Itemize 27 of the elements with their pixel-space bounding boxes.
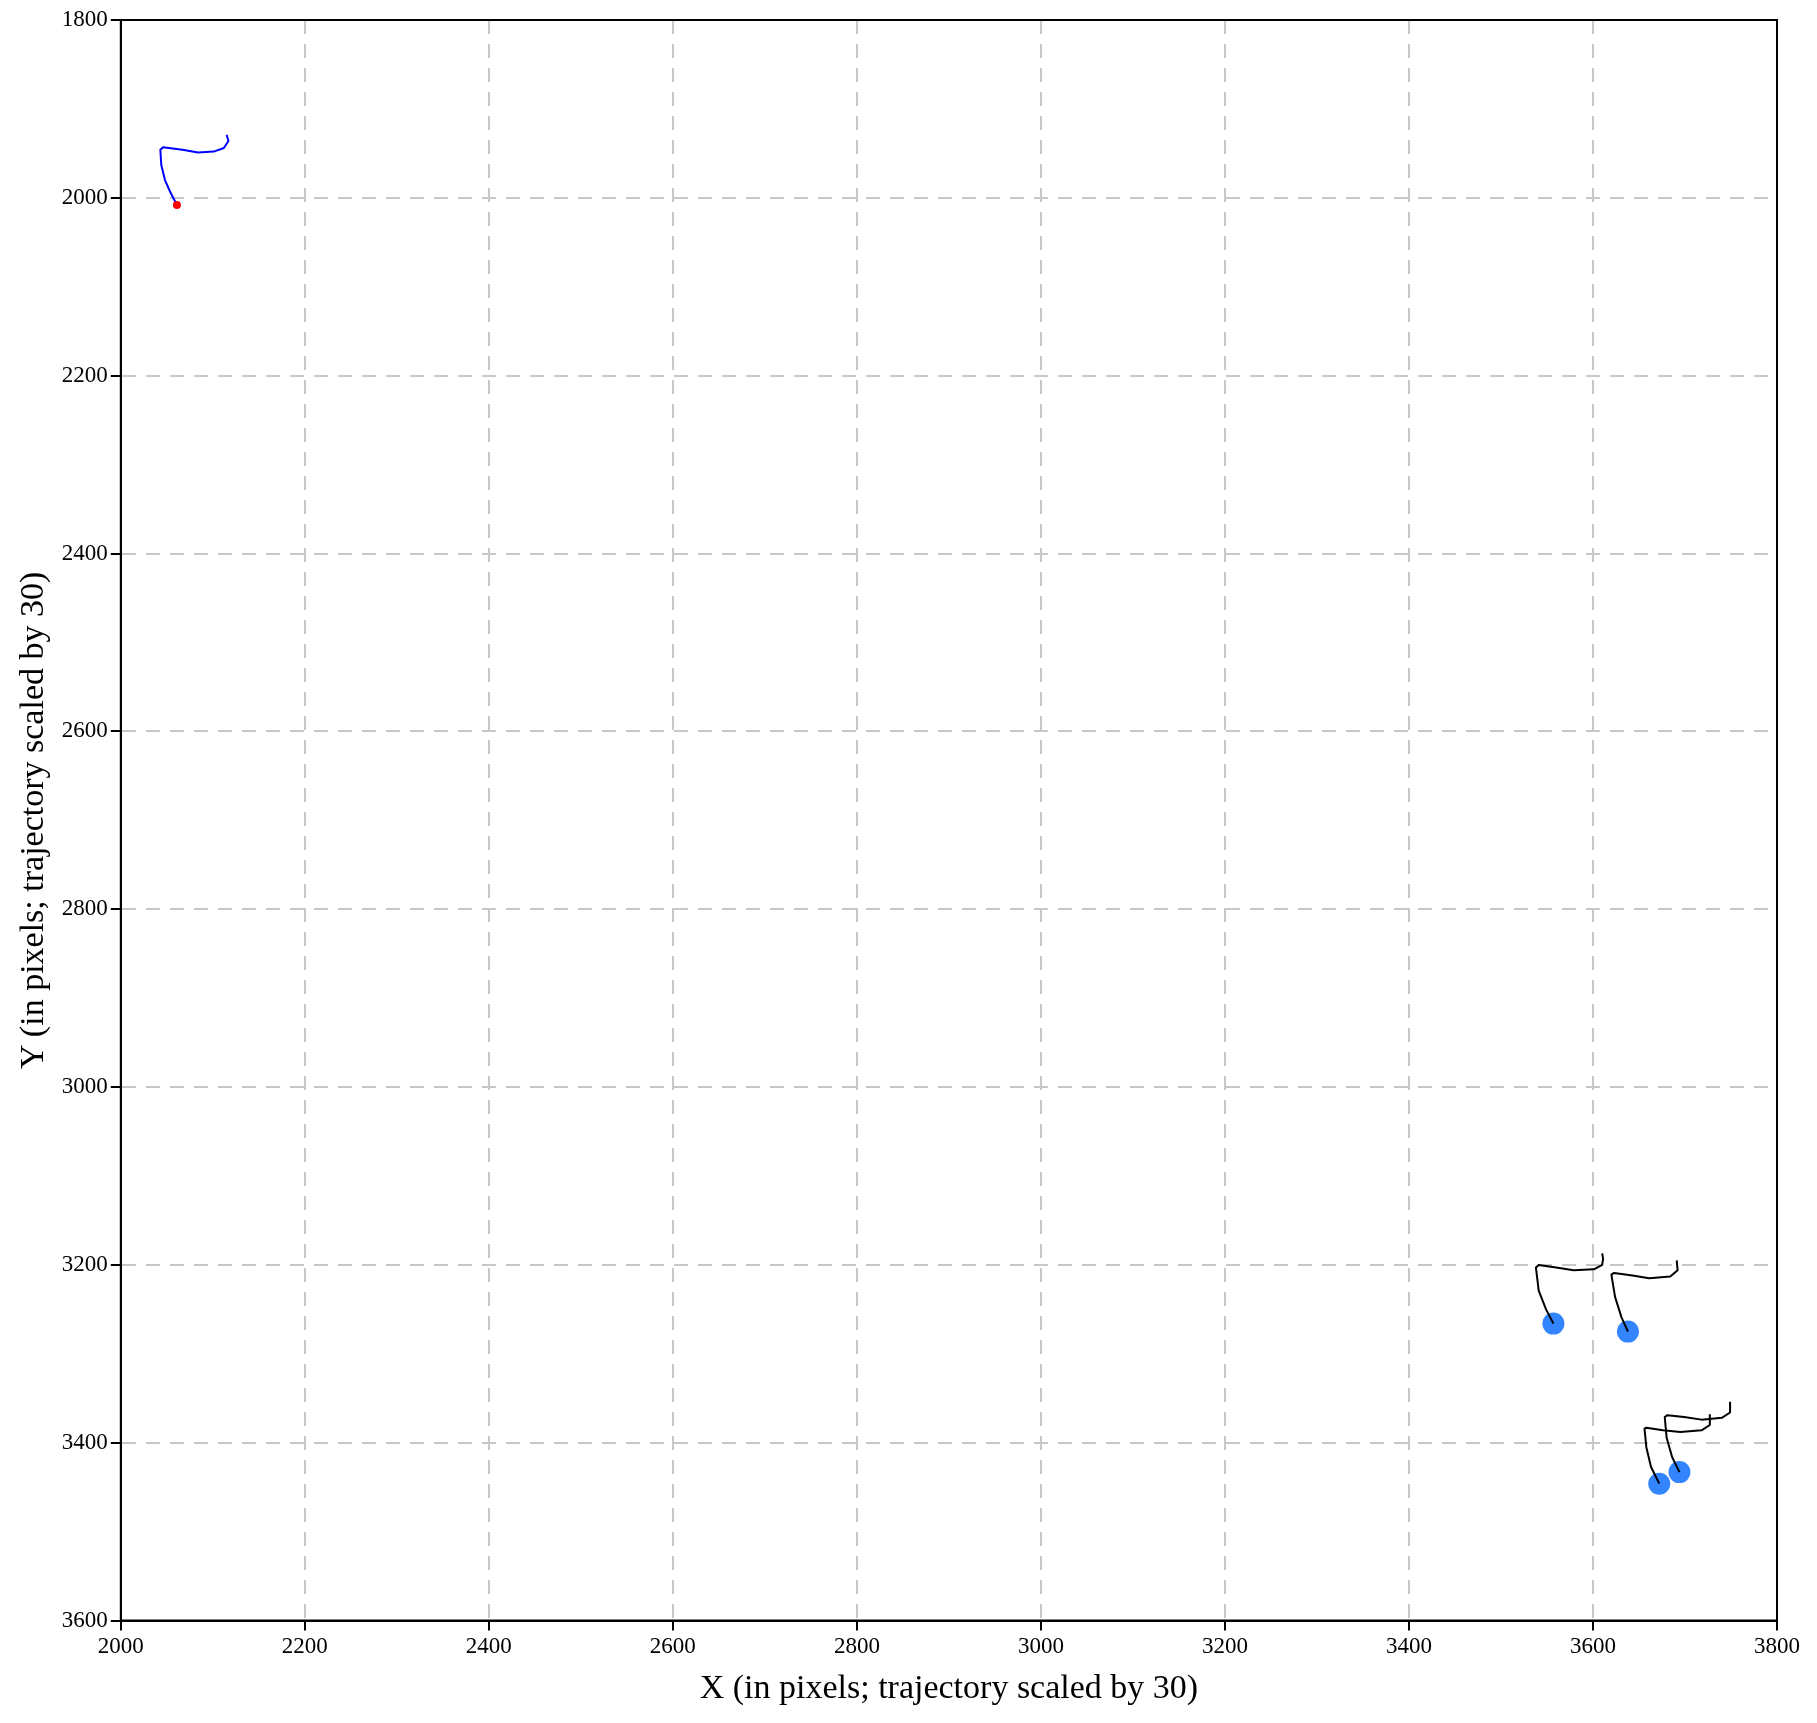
- x-tick-label: 3200: [1201, 1633, 1248, 1659]
- point: [1668, 1461, 1691, 1484]
- y-tick-label: 2600: [61, 717, 108, 743]
- x-tick-label: 2600: [649, 1633, 696, 1659]
- y-tick-label: 2800: [61, 895, 108, 921]
- y-tick-label: 2200: [61, 361, 108, 387]
- x-tick-label: 3800: [1754, 1633, 1800, 1659]
- point: [1616, 1320, 1639, 1343]
- x-tick-label: 2400: [465, 1633, 512, 1659]
- x-tick-label: 3400: [1385, 1633, 1432, 1659]
- y-tick-label: 3200: [61, 1250, 108, 1276]
- y-tick-label: 1800: [61, 6, 108, 32]
- point: [1542, 1312, 1565, 1335]
- y-axis-title: Y (in pixels; trajectory scaled by 30): [13, 571, 52, 1069]
- y-tick-label: 2000: [61, 183, 108, 209]
- x-tick-label: 2200: [281, 1633, 328, 1659]
- point: [1648, 1472, 1671, 1495]
- x-axis-title: X (in pixels; trajectory scaled by 30): [699, 1667, 1199, 1706]
- point: [172, 200, 181, 209]
- x-tick-label: 2800: [833, 1633, 880, 1659]
- y-tick-label: 3400: [61, 1428, 108, 1454]
- x-tick-label: 3000: [1017, 1633, 1064, 1659]
- y-tick-label: 3600: [61, 1606, 108, 1632]
- x-tick-label: 3600: [1569, 1633, 1616, 1659]
- y-tick-label: 3000: [61, 1073, 108, 1099]
- x-tick-label: 2000: [97, 1633, 144, 1659]
- y-tick-label: 2400: [61, 539, 108, 565]
